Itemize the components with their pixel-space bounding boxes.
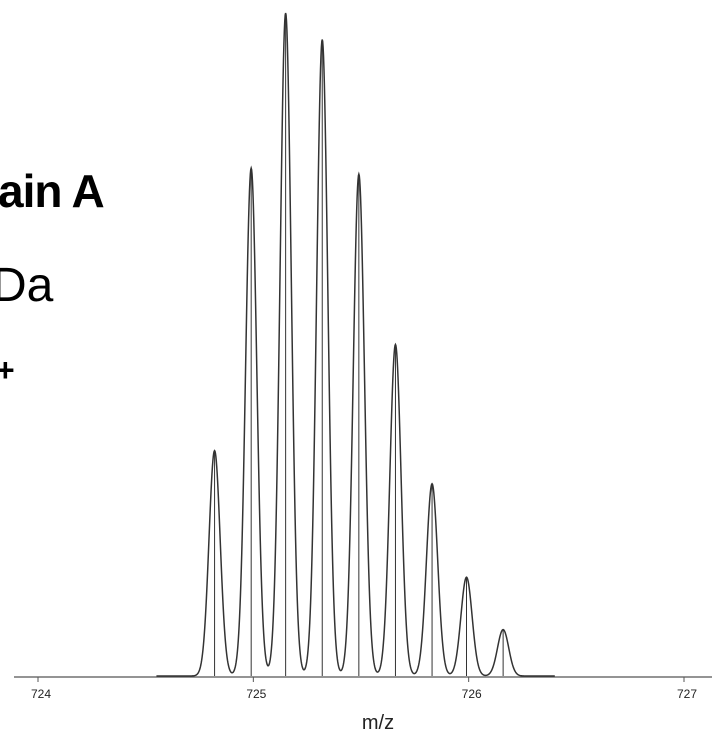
x-tick-label: 726 <box>462 687 482 701</box>
chart-title-line-1: ain A <box>0 165 105 217</box>
x-tick-label: 725 <box>246 687 266 701</box>
x-tick-label: 727 <box>677 687 697 701</box>
profile-spectrum-line <box>156 12 555 677</box>
chart-title-line-3: + <box>0 352 15 388</box>
axes: 724 725 726 727 <box>14 676 712 701</box>
chart-title-line-2: Da <box>0 259 54 312</box>
x-tick-label: 724 <box>31 687 51 701</box>
x-axis-label: m/z <box>362 712 394 734</box>
spectrum-marks <box>156 12 555 677</box>
